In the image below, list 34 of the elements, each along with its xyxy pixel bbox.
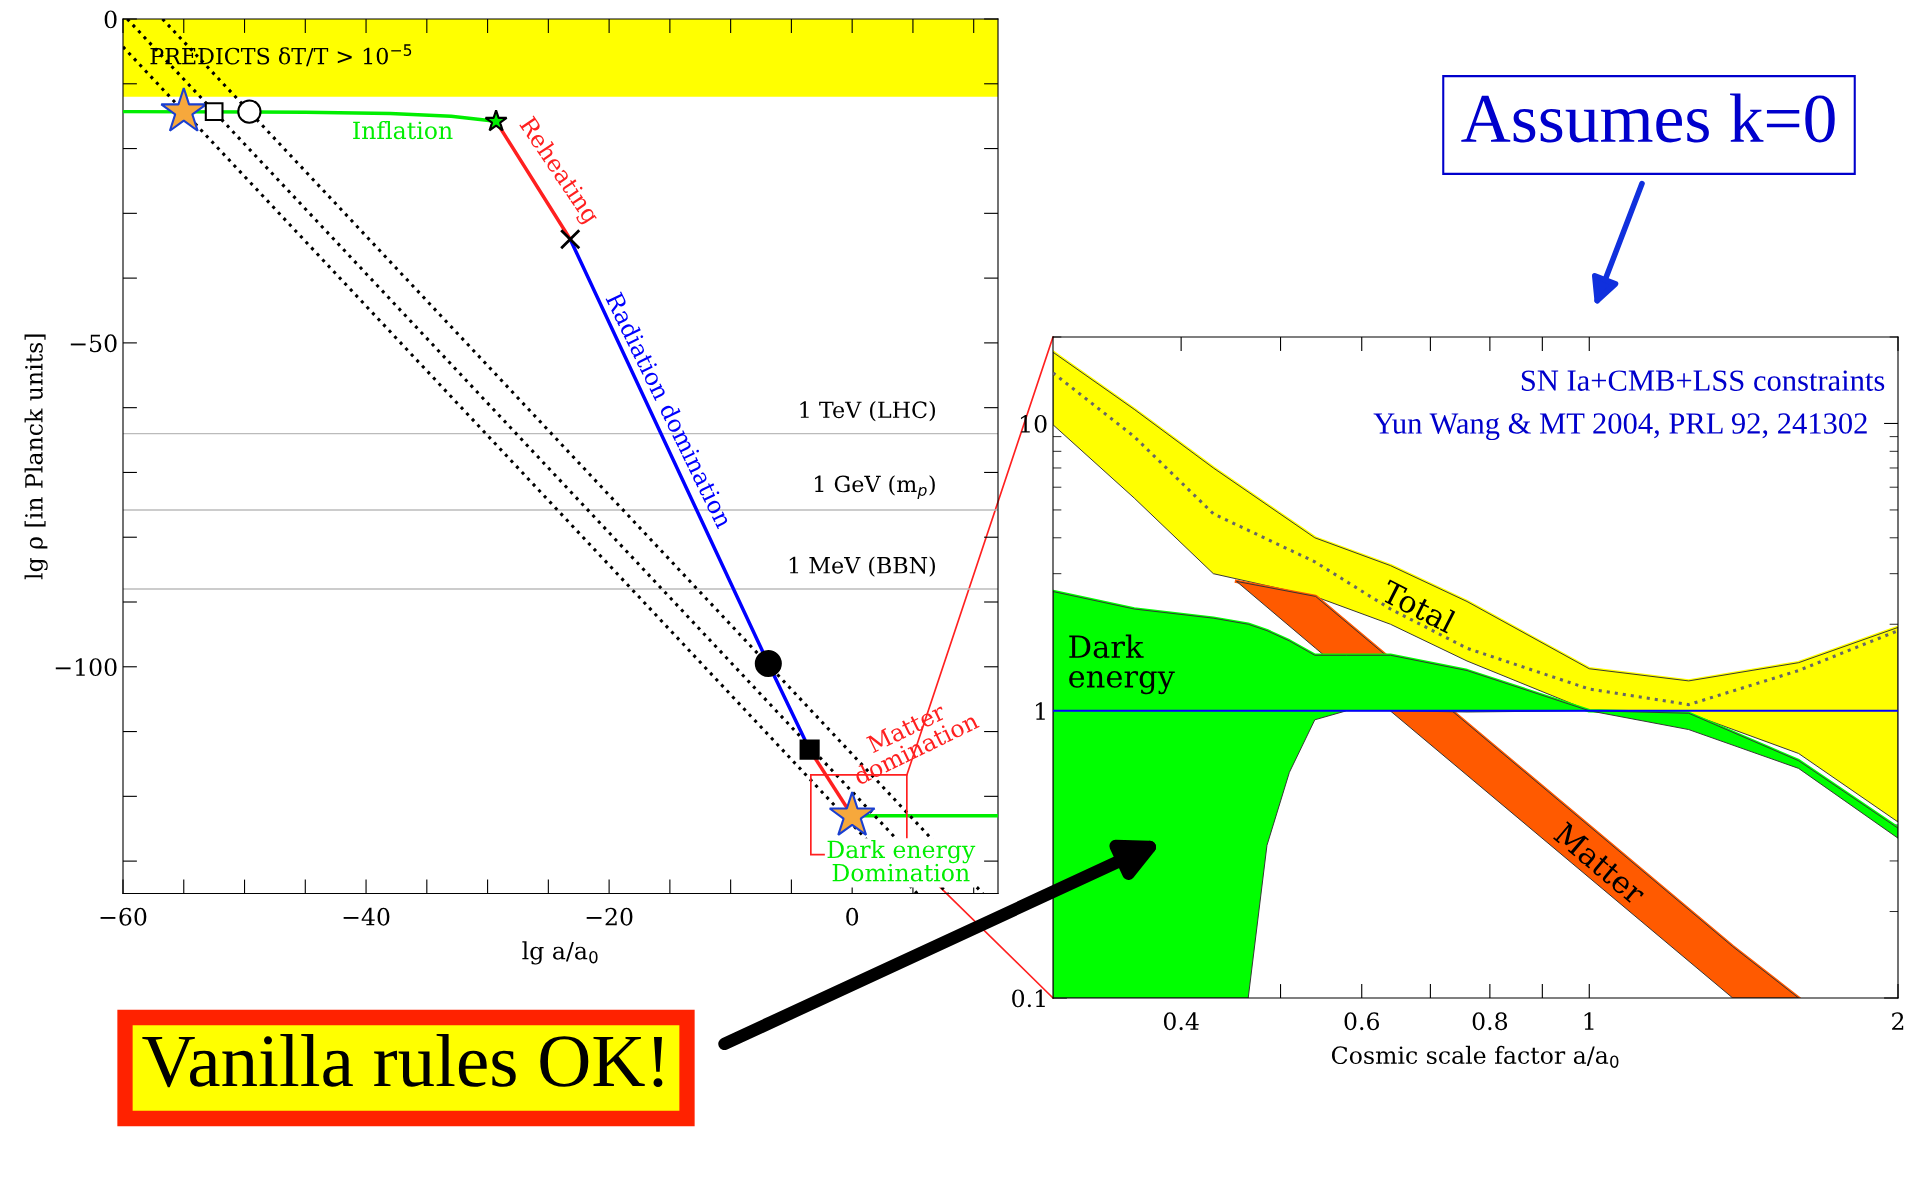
band-label: PREDICTS δT/T > 10$^{−5}$ xyxy=(150,44,412,67)
series-label: Dark energy xyxy=(1069,634,1175,695)
x-tick-label: 0.8 xyxy=(1472,1012,1508,1031)
x-tick-label: 0 xyxy=(846,907,859,926)
point xyxy=(559,228,581,250)
y-tick-label: 0 xyxy=(104,10,117,29)
point xyxy=(237,99,262,124)
text: Vanilla rules OK! xyxy=(142,1033,663,1088)
series-label: Dark energy Domination xyxy=(827,840,976,882)
y-tick-label: −100 xyxy=(55,658,117,677)
x-tick-label: 0.4 xyxy=(1163,1012,1199,1031)
point xyxy=(754,650,782,678)
annotation: SN Ia+CMB+LSS constraints xyxy=(1521,370,1885,391)
text: Assumes k=0 xyxy=(1461,93,1835,143)
ref-line-label: 1 TeV (LHC) xyxy=(800,400,935,422)
annotation: Yun Wang & MT 2004, PRL 92, 241302 xyxy=(1373,413,1867,441)
x-tick-label: 2 xyxy=(1892,1012,1904,1030)
ref-line-label: 1 GeV (m$_{p}$) xyxy=(815,475,935,499)
x-tick-label: −20 xyxy=(586,907,633,926)
y-tick-label: 0.1 xyxy=(1012,989,1045,1008)
ref-line-label: 1 MeV (BBN) xyxy=(789,556,935,577)
y-tick-label: 1 xyxy=(1036,702,1045,720)
y-axis-title: lg ρ [in Planck units] xyxy=(24,334,48,580)
x-tick-label: −40 xyxy=(343,907,390,926)
x-tick-label: −60 xyxy=(100,907,147,926)
x-axis-title: lg a/a$_{0}$ xyxy=(522,941,598,965)
point xyxy=(799,739,820,760)
point xyxy=(484,109,508,132)
x-axis-title: Cosmic scale factor a/a$_{0}$ xyxy=(1331,1045,1619,1068)
x-tick-label: 1 xyxy=(1584,1012,1594,1030)
x-tick-label: 0.6 xyxy=(1344,1012,1380,1031)
point xyxy=(204,102,224,122)
series-label: Inflation xyxy=(353,120,453,140)
y-tick-label: −50 xyxy=(70,334,117,353)
